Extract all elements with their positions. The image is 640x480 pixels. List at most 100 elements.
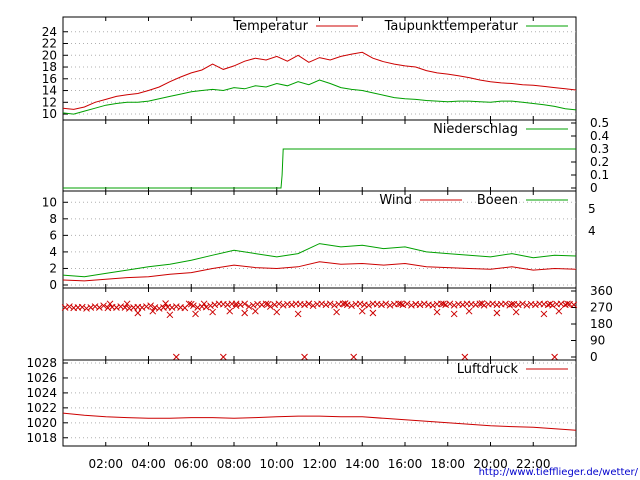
wind-direction-point (262, 300, 270, 308)
wind-direction-point (450, 310, 458, 318)
wind-direction-point (241, 300, 249, 308)
temperature-ytick-label: 14 (42, 84, 57, 98)
wind-direction-point (155, 305, 163, 312)
wind_direction-ytick-label: 360 (590, 284, 613, 298)
x-axis-tick-label: 08:00 (217, 457, 252, 471)
wind-direction-point (241, 309, 249, 317)
precipitation-ytick-label: 0 (590, 181, 598, 195)
wind-direction-point (461, 353, 469, 361)
wind-direction-point (356, 300, 364, 308)
wind-direction-point (386, 301, 394, 309)
pressure-ytick-label: 1018 (26, 431, 57, 445)
wind-direction-point (219, 353, 227, 361)
wind-direction-point (301, 301, 308, 309)
wind-direction-point (168, 304, 176, 311)
wind-direction-point (294, 310, 302, 318)
wind-direction-point (350, 353, 358, 361)
wind-legend-label: Wind (379, 193, 412, 208)
wind-ytick-label: 8 (49, 212, 57, 226)
precipitation-ytick-label: 0.3 (590, 142, 609, 156)
footer-url[interactable]: http://www.tiefflieger.de/wetter/ (479, 467, 639, 478)
wind-direction-point (408, 301, 415, 309)
wind_direction-ytick-label: 270 (590, 301, 613, 315)
wind-direction-point (172, 353, 180, 361)
wind-direction-point (100, 302, 107, 310)
wind-direction-point (147, 302, 154, 310)
wind-direction-point (397, 300, 405, 308)
wind-direction-point (429, 301, 437, 309)
wind-direction-point (433, 308, 441, 316)
wind-direction-point (459, 301, 467, 309)
wind-direction-point (570, 301, 578, 309)
temperature-legend-label: Taupunkttemperatur (384, 19, 519, 34)
wind-ytick-label: 4 (49, 245, 57, 259)
wind-direction-point (87, 304, 95, 311)
wind-direction-point (489, 300, 496, 308)
temperature-ytick-label: 24 (42, 25, 57, 39)
wind-direction-point (343, 301, 351, 309)
wind-direction-point (465, 307, 473, 315)
wind-direction-point (166, 311, 174, 319)
temperature-legend-label: Temperatur (232, 19, 308, 34)
wind-direction-point (301, 353, 308, 361)
wind-direction-point (138, 304, 146, 311)
wind-direction-point (412, 300, 420, 308)
wind-ytick-label: 10 (42, 195, 57, 209)
wind-direction-point (508, 300, 516, 308)
wind-series-0-line (62, 261, 577, 282)
x-axis-tick-label: 16:00 (388, 457, 423, 471)
wind-direction-point (288, 301, 296, 309)
wind-direction-point (420, 300, 428, 308)
wind-direction-point (551, 353, 558, 361)
wind-direction-point (450, 301, 458, 309)
precipitation-ytick-label: 0.5 (590, 116, 609, 130)
wind-direction-point (95, 304, 103, 311)
wind-panel: 0 2 4 6 8 10 4 5 Boeen Wind (42, 190, 596, 292)
wind-direction-point (200, 300, 208, 308)
temperature-ytick-label: 12 (42, 95, 57, 109)
wind-direction-point (309, 302, 317, 310)
wind-direction-point (369, 309, 377, 317)
temperature-series-0-line (62, 51, 577, 110)
x-axis-tick-label: 22:00 (516, 457, 551, 471)
wind-direction-point (532, 301, 539, 309)
wind-direction-point (440, 300, 447, 308)
wind-direction-point (502, 300, 509, 308)
precipitation-series-0-line (63, 148, 576, 189)
pressure-ytick-label: 1026 (26, 371, 57, 385)
x-axis-tick-label: 02:00 (88, 457, 123, 471)
wind-direction-point (66, 303, 73, 310)
wind-ytick-label: 2 (49, 261, 57, 275)
pressure-ytick-label: 1022 (26, 401, 57, 415)
x-axis-tick-label: 10:00 (259, 457, 294, 471)
x-axis-tick-label: 04:00 (131, 457, 166, 471)
wind-direction-point (207, 302, 214, 310)
wind-direction-point (557, 300, 565, 308)
wind-direction-point (232, 300, 240, 308)
wind-direction-point (493, 309, 501, 317)
wind-direction-point (209, 308, 216, 316)
wind-direction-point (365, 301, 373, 309)
temperature-ytick-label: 20 (42, 48, 57, 62)
wind-direction-point (264, 300, 272, 308)
wind_direction-ytick-label: 0 (590, 350, 598, 364)
wind-direction-point (399, 301, 407, 309)
wind-direction-point (326, 300, 334, 308)
wind-direction-point (446, 300, 454, 308)
wind-direction-point (106, 300, 114, 308)
wind-direction-point (185, 300, 193, 308)
wind_direction-frame (62, 287, 577, 361)
wind-direction-point (187, 300, 195, 308)
wind-direction-point (519, 300, 526, 308)
wind-direction-point (78, 303, 86, 311)
wind-direction-point (149, 307, 157, 315)
wind-direction-point (172, 303, 180, 310)
precipitation-legend-label: Niederschlag (433, 122, 518, 137)
wind-direction-point (523, 301, 531, 309)
wind-direction-point (279, 301, 287, 309)
pressure-ytick-label: 1028 (26, 356, 57, 370)
